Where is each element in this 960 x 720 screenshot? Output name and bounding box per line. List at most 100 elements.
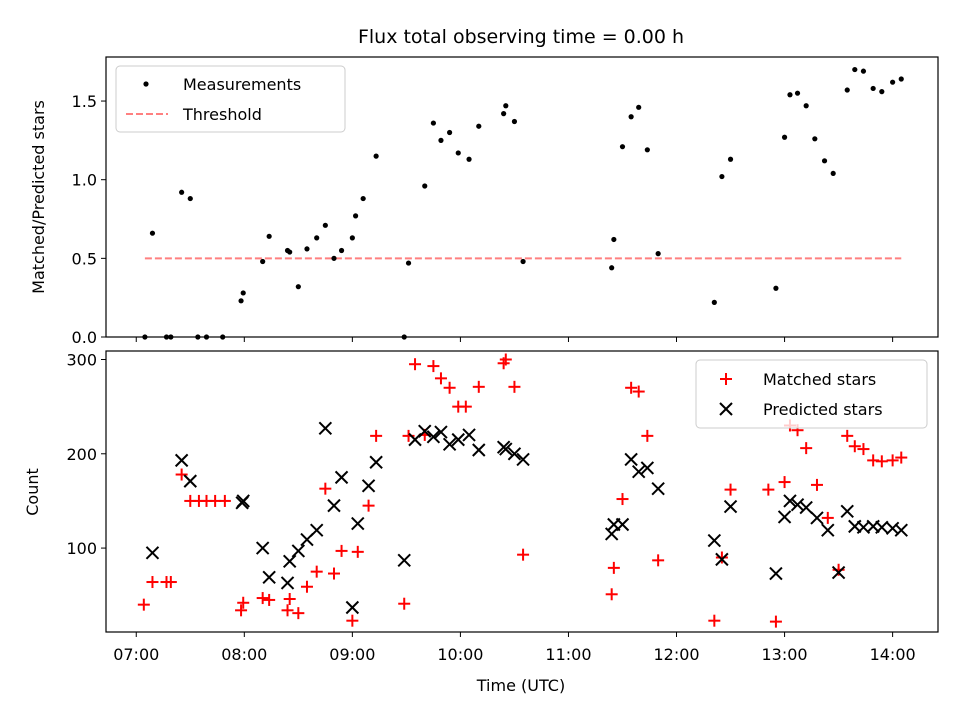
predicted-star-point [507, 447, 522, 461]
matched-star-point [762, 483, 775, 496]
measurement-point [611, 236, 617, 243]
measurement-point [609, 265, 615, 271]
matched-star-point [605, 588, 618, 601]
predicted-star-point [351, 516, 365, 531]
predicted-star-point [418, 424, 432, 438]
y-tick-label: 300 [66, 350, 97, 369]
predicted-star-point [624, 452, 638, 467]
measurement-point [794, 90, 801, 96]
predicted-star-point [840, 504, 854, 519]
matched-star-point [346, 614, 359, 627]
predicted-star-point [651, 481, 665, 496]
matched-star-point [841, 429, 854, 442]
matched-star-point [875, 455, 888, 468]
measurement-point [295, 284, 301, 290]
predicted-star-point [810, 511, 824, 525]
measurement-point [422, 183, 428, 189]
predicted-star-point [769, 566, 783, 581]
matched-star-point [398, 597, 411, 610]
bottom-panel: 100 200 300 07:00 08:00 09:00 10:00 11:00 12:00… [23, 350, 939, 695]
predicted-star-point [783, 494, 797, 508]
measurement-point [373, 153, 379, 159]
measurement-point [331, 255, 337, 261]
measurement-point [360, 195, 366, 202]
x-tick-label: 10:00 [437, 645, 483, 664]
predicted-star-point [361, 479, 376, 493]
measurement-point [890, 79, 896, 85]
predicted-star-point [397, 553, 411, 568]
measurement-point [628, 114, 634, 120]
matched-star-point [848, 440, 861, 453]
matched-star-point [175, 468, 188, 481]
predicted-star-point [327, 498, 341, 513]
matched-star-point [281, 604, 294, 617]
predicted-star-point [723, 499, 738, 514]
predicted-star-point [799, 500, 813, 515]
matched-star-point [164, 576, 177, 589]
legend-predicted-marker [719, 402, 733, 416]
predicted-star-point [777, 510, 792, 524]
x-tick-label: 11:00 [545, 645, 591, 664]
measurement-point [830, 170, 836, 177]
measurement-point [142, 334, 148, 340]
matched-star-point [146, 576, 159, 589]
measurement-point [520, 258, 526, 265]
matched-star-point [263, 593, 276, 606]
matched-star-point [895, 451, 908, 464]
legend-predicted-label: Predicted stars [763, 400, 883, 419]
measurement-points [142, 66, 904, 340]
predicted-star-point [451, 432, 465, 447]
measurement-point [238, 298, 244, 304]
measurement-point [195, 334, 201, 340]
measurement-point [781, 134, 788, 140]
measurement-point [260, 258, 266, 265]
matched-star-point [362, 499, 375, 512]
matched-star-point [472, 380, 485, 393]
matched-star-point [434, 372, 447, 385]
matched-star-point [319, 482, 332, 495]
measurement-point [203, 334, 210, 340]
measurement-point [852, 66, 858, 73]
x-tick-label: 13:00 [762, 645, 808, 664]
measurement-point [304, 246, 310, 252]
x-tick-label: 07:00 [113, 645, 159, 664]
x-tick-label: 14:00 [870, 645, 916, 664]
legend-measurements-marker [143, 81, 149, 87]
x-axis-label: Time (UTC) [476, 676, 565, 695]
measurement-point [322, 222, 328, 228]
measurement-point [503, 103, 509, 109]
measurement-point [501, 111, 507, 117]
bottom-legend: Matched stars Predicted stars [695, 359, 928, 429]
measurement-point [787, 92, 793, 98]
matched-star-point [652, 554, 665, 567]
measurement-point [149, 230, 156, 236]
top-legend-box [115, 65, 346, 133]
measurement-point [466, 156, 472, 162]
matched-star-point [800, 442, 813, 455]
predicted-star-point [291, 544, 306, 558]
predicted-star-point [821, 523, 835, 537]
measurement-point [898, 76, 904, 82]
predicted-star-point [262, 570, 276, 585]
measurement-point [455, 150, 461, 156]
x-tick-label: 12:00 [653, 645, 699, 664]
predicted-star-point [790, 497, 805, 512]
predicted-star-point [282, 554, 297, 568]
measurement-point [349, 235, 355, 241]
top-y-ticks: 0.0 0.5 1.0 1.5 [72, 92, 106, 347]
matched-star-point [641, 429, 654, 442]
predicted-star-point [516, 452, 530, 467]
matched-star-point [715, 551, 728, 564]
x-tick-label: 09:00 [329, 645, 375, 664]
matched-star-point [427, 360, 440, 373]
predicted-star-point [442, 437, 457, 452]
matched-star-point [508, 380, 521, 393]
predicted-star-point [345, 600, 360, 615]
matched-star-point [810, 478, 823, 491]
matched-star-point [256, 592, 269, 605]
matched-star-point [283, 592, 296, 605]
predicted-star-point [885, 521, 900, 535]
measurement-point [636, 104, 642, 110]
measurement-point [179, 189, 185, 195]
